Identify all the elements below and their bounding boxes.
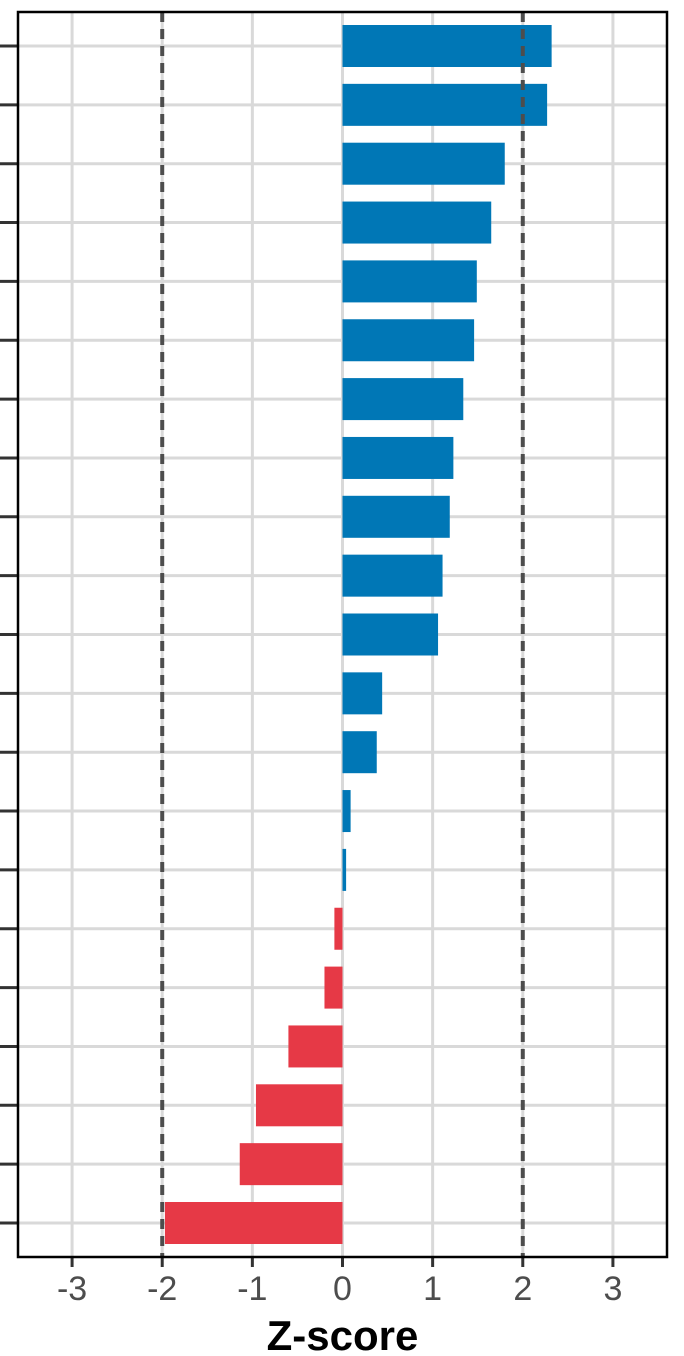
x-axis-tick-labels: -3 -2 -1 0 1 2 3	[57, 1270, 622, 1308]
bar	[342, 142, 505, 185]
bar	[342, 378, 464, 421]
bar	[342, 201, 492, 244]
x-tick-label: -2	[147, 1270, 177, 1308]
bar	[342, 83, 548, 126]
bar	[342, 731, 377, 774]
bar	[288, 1025, 343, 1068]
bar	[239, 1143, 343, 1186]
bar	[342, 260, 477, 303]
bar	[342, 319, 475, 362]
x-tick-label: 0	[333, 1270, 352, 1308]
bar	[334, 907, 343, 950]
panel-border	[16, 10, 669, 1259]
bar	[342, 790, 351, 833]
x-tick-label: -1	[237, 1270, 267, 1308]
bar	[342, 25, 552, 67]
x-axis-ticks	[70, 1257, 615, 1267]
x-tick-label: -3	[57, 1270, 87, 1308]
x-tick-label: 3	[603, 1270, 622, 1308]
bar	[164, 1202, 343, 1244]
x-tick-label: 2	[513, 1270, 532, 1308]
bar	[342, 495, 450, 538]
bar	[342, 554, 443, 597]
x-tick-label: 1	[423, 1270, 442, 1308]
bars	[164, 25, 552, 1244]
bar	[342, 848, 347, 891]
reference-lines	[160, 12, 525, 1257]
bar	[342, 613, 439, 656]
bar	[342, 436, 454, 479]
bar	[342, 672, 383, 715]
x-axis-title: Z-score	[267, 1312, 419, 1356]
bar	[324, 966, 343, 1009]
y-axis-ticks	[0, 44, 18, 1225]
bar	[255, 1084, 343, 1127]
